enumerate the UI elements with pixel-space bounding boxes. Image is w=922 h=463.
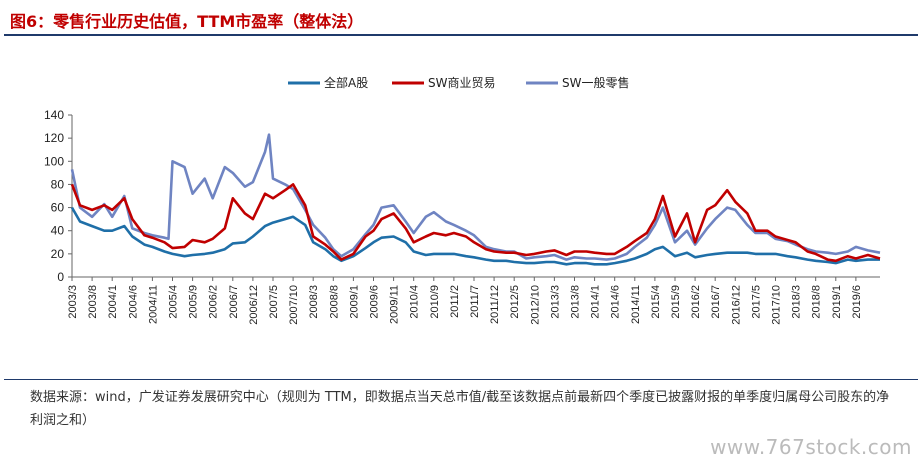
series-line-1 [70,183,881,263]
x-tick-label: 2018/8 [811,285,823,319]
series-line-0 [70,206,880,266]
x-tick-label: 2012/10 [529,285,541,325]
x-tick-label: 2015/9 [670,285,682,319]
x-tick-label: 2016/7 [710,285,722,319]
x-tick-label: 2006/12 [248,285,260,325]
x-tick-label: 2005/4 [167,285,179,319]
y-tick-label: 120 [44,131,64,145]
plot-area [70,133,881,266]
legend-label: SW商业贸易 [428,75,495,90]
x-tick-label: 2017/5 [750,285,762,319]
y-tick-label: 100 [44,154,64,168]
x-tick-label: 2012/5 [509,285,521,319]
x-tick-label: 2019/6 [851,285,863,319]
x-tick-label: 2006/2 [208,285,220,319]
x-tick-label: 2013/8 [569,285,581,319]
y-tick-label: 60 [51,201,65,215]
x-tick-label: 2008/3 [308,285,320,319]
x-tick-label: 2017/10 [770,285,782,325]
source-divider [4,379,918,380]
x-tick-label: 2010/9 [429,285,441,319]
title-bar: 图6：零售行业历史估值，TTM市盈率（整体法） [4,4,918,36]
x-tick-label: 2004/1 [107,285,119,319]
x-tick-label: 2006/7 [228,285,240,319]
y-tick-label: 0 [57,270,64,284]
source-note: 数据来源：wind，广发证券发展研究中心（规则为 TTM，即数据点当天总市值/截… [30,390,890,428]
x-tick-label: 2009/1 [348,285,360,319]
x-tick-label: 2007/5 [268,285,280,319]
x-tick-label: 2009/6 [368,285,380,319]
legend-label: 全部A股 [324,75,368,90]
x-tick-label: 2014/6 [610,285,622,319]
x-tick-label: 2016/2 [690,285,702,319]
x-axis: 2003/3 2003/8 2004/1 2004/6 2004/11 2005/4 200… [67,276,880,325]
y-tick-label: 140 [44,108,64,122]
x-tick-label: 2003/3 [67,285,79,319]
x-tick-label: 2009/11 [389,285,401,324]
y-tick-label: 40 [51,224,65,238]
series-line-2 [70,133,881,261]
x-tick-label: 2014/11 [630,285,642,324]
y-tick-label: 20 [51,247,65,261]
x-tick-label: 2010/4 [409,285,421,319]
x-tick-label: 2013/3 [549,285,561,319]
x-tick-label: 2019/1 [831,285,843,319]
x-tick-label: 2011/2 [449,285,461,318]
x-tick-label: 2011/7 [469,285,481,318]
y-axis: 0 20 40 60 80 100 120 140 [44,108,73,284]
page-title: 图6：零售行业历史估值，TTM市盈率（整体法） [10,12,364,31]
legend-label: SW一般零售 [562,75,629,90]
x-tick-label: 2008/8 [328,285,340,319]
x-tick-label: 2015/4 [650,285,662,319]
x-tick-label: 2003/8 [87,285,99,319]
watermark: www.767stock.com [710,435,912,459]
x-tick-label: 2011/12 [489,285,501,324]
x-tick-label: 2007/10 [288,285,300,325]
x-tick-label: 2004/11 [147,285,159,324]
legend: 全部A股 SW商业贸易 SW一般零售 [288,75,629,90]
x-tick-label: 2014/1 [590,285,602,319]
x-tick-label: 2018/3 [791,285,803,319]
x-tick-label: 2005/9 [188,285,200,319]
x-tick-label: 2016/12 [730,285,742,325]
y-tick-label: 80 [51,177,65,191]
x-tick-label: 2004/6 [127,285,139,319]
